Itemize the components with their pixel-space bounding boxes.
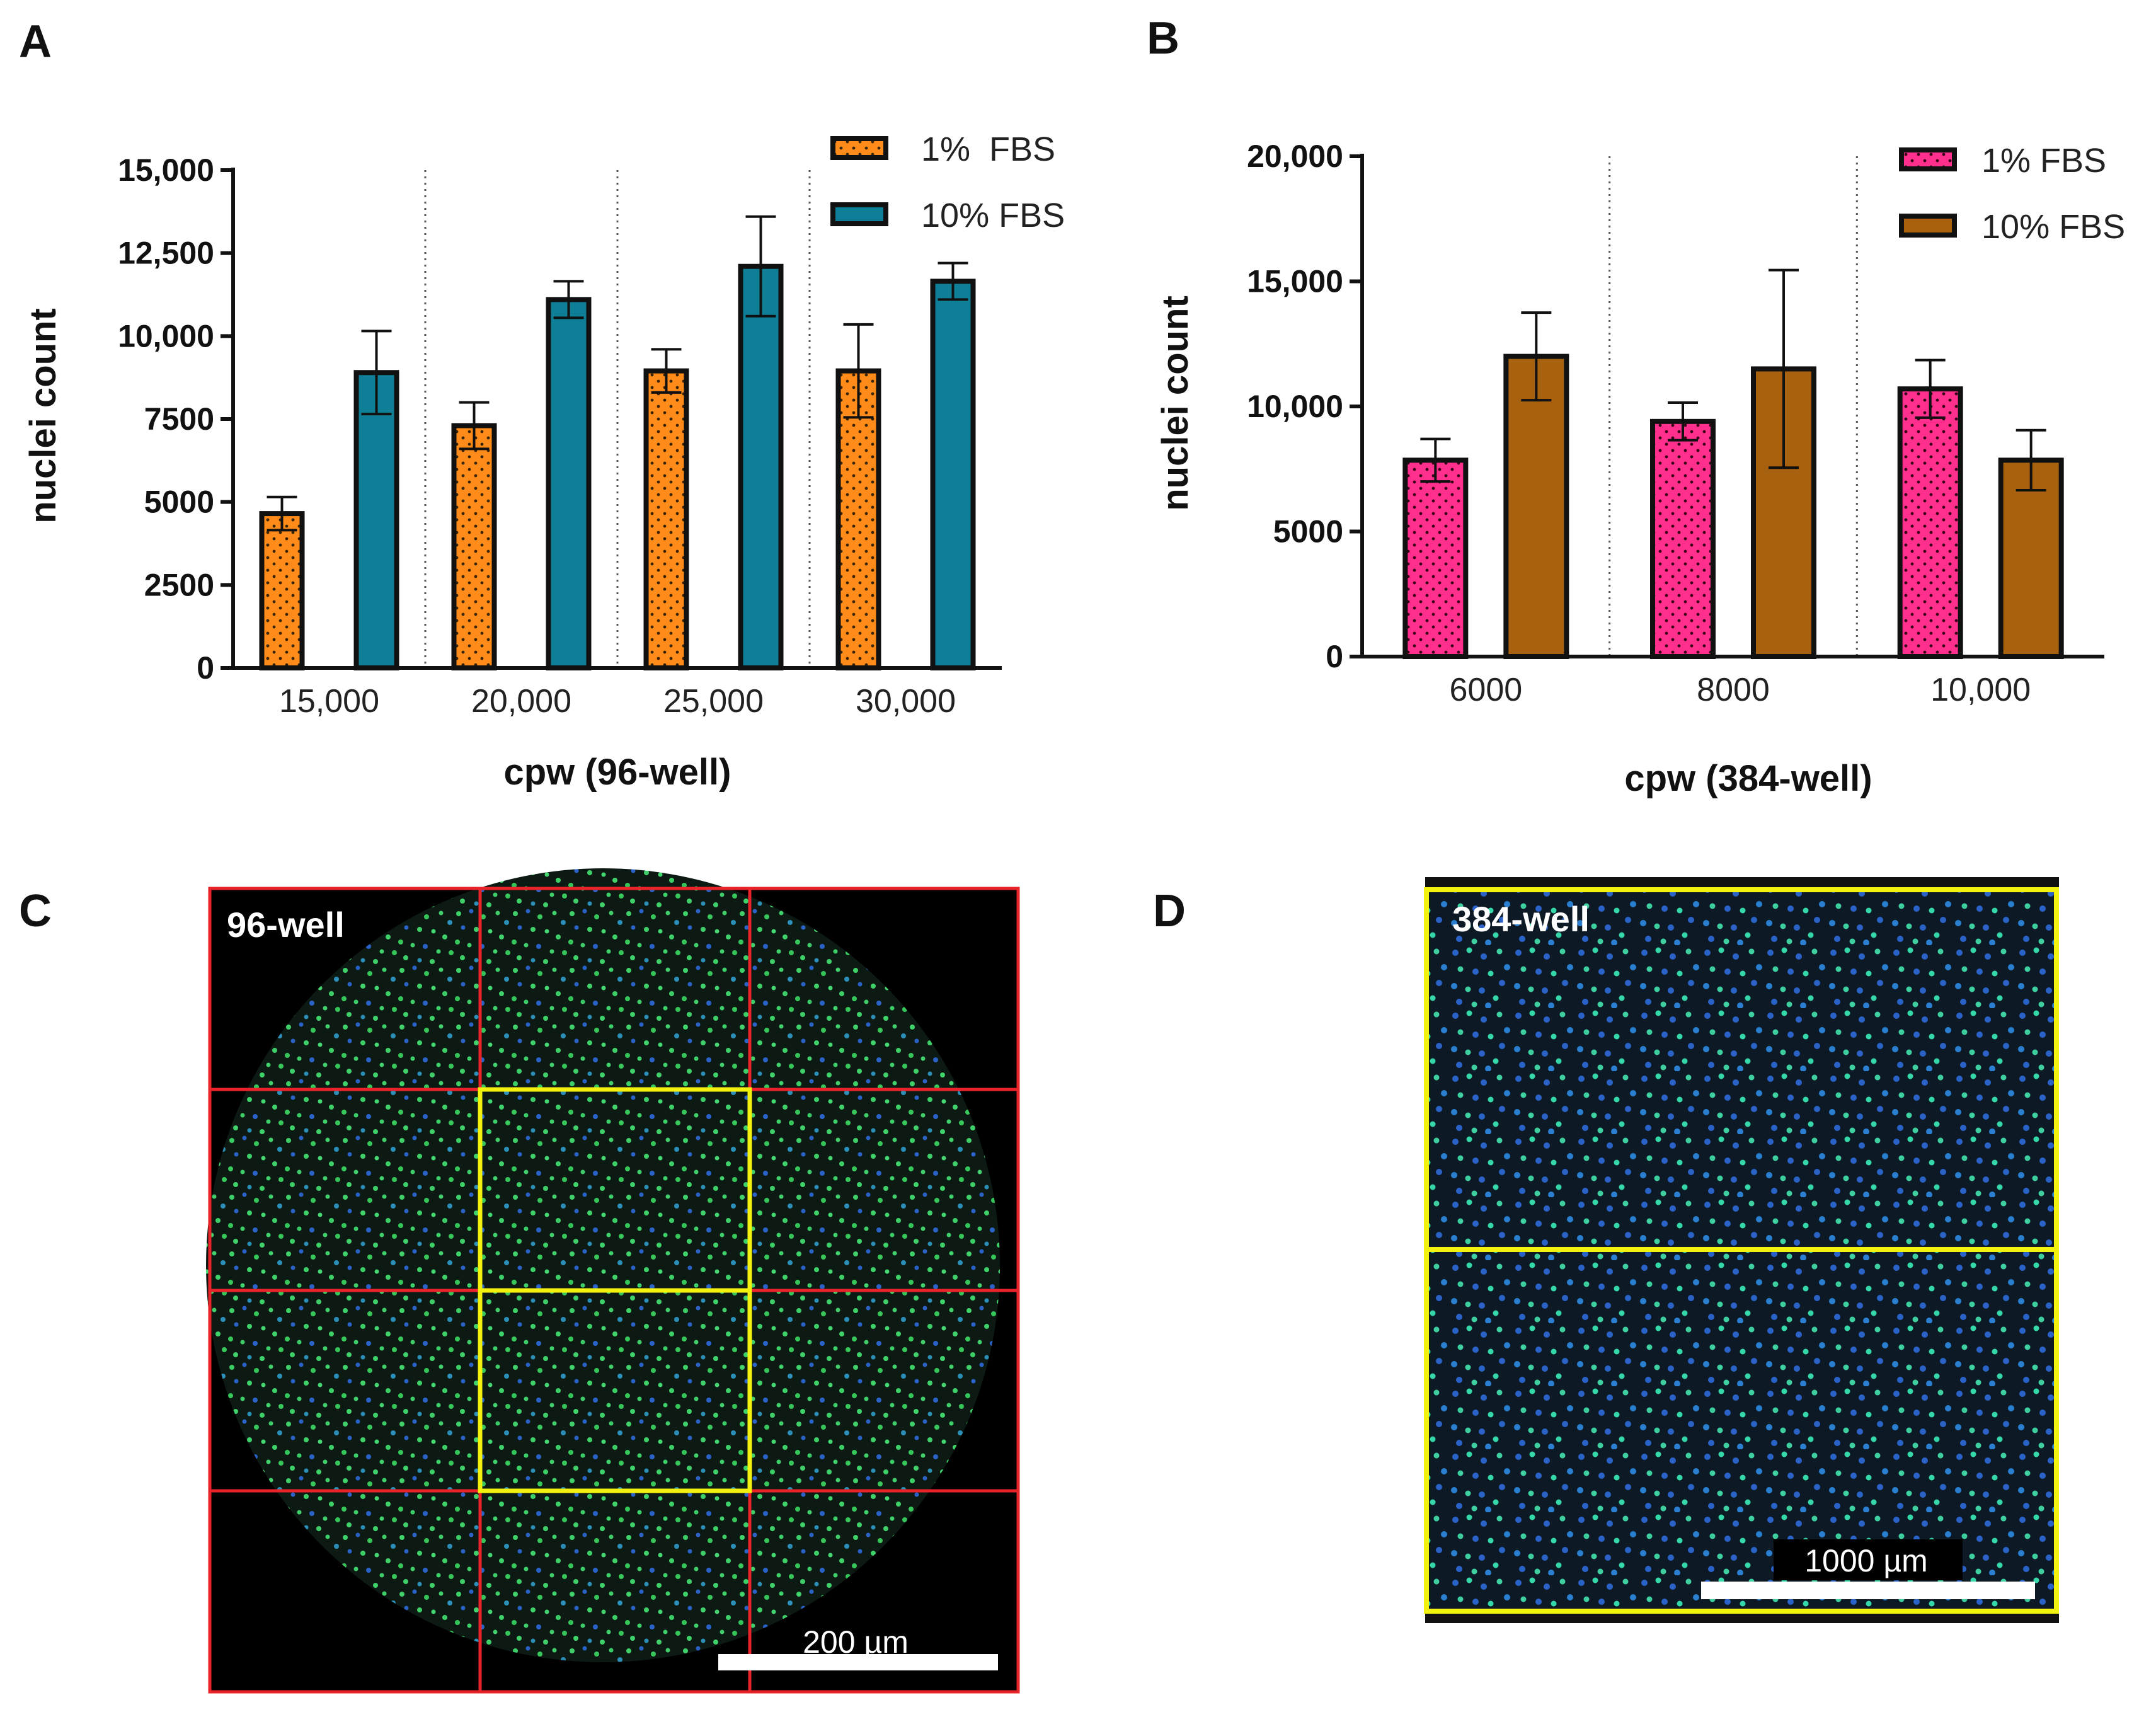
x-tick-label: 6000 xyxy=(1449,672,1522,708)
bar-1pct-0 xyxy=(1402,457,1469,659)
roi-96-yellow xyxy=(478,1087,752,1493)
chart-b: nuclei count cpw (384-well) 1% FBS 10% F… xyxy=(1155,139,2125,799)
panel-letter-d: D xyxy=(1153,886,1186,936)
chart-b-xlabel: cpw (384-well) xyxy=(1624,758,1872,799)
x-tick-label: 20,000 xyxy=(471,683,571,720)
scale-bar-1000um xyxy=(1701,1582,2035,1599)
legend-b-swatch-10pct xyxy=(1899,214,1957,238)
image-384-well: 384-well 1000 µm xyxy=(1424,877,2059,1623)
y-tick-label: 0 xyxy=(1326,639,1343,674)
scale-bar-200um-label: 200 µm xyxy=(803,1624,909,1660)
y-tick-label: 15,000 xyxy=(1247,264,1343,299)
legend-b-label-1pct: 1% FBS xyxy=(1981,142,2106,180)
y-tick-label: 10,000 xyxy=(118,318,214,353)
y-tick-label: 10,000 xyxy=(1247,389,1343,424)
bar-1pct-2 xyxy=(643,368,689,671)
chart-b-ylabel: nuclei count xyxy=(1155,296,1196,511)
y-tick-label: 12,500 xyxy=(118,236,214,271)
image-c-label: 96-well xyxy=(227,905,345,945)
legend-b-swatch-1pct xyxy=(1899,147,1957,171)
y-tick-label: 20,000 xyxy=(1247,139,1343,174)
image-d-top-band xyxy=(1425,877,2059,888)
chart-a-ylabel: nuclei count xyxy=(23,308,64,524)
roi-384-yellow xyxy=(1424,887,2059,1614)
legend-a-swatch-1pct xyxy=(830,136,888,160)
well-96-nuclei xyxy=(206,868,1000,1662)
legend-b-label-10pct: 10% FBS xyxy=(1981,208,2125,246)
legend-a-label-1pct: 1% FBS xyxy=(921,130,1055,168)
panel-letter-a: A xyxy=(19,16,52,67)
bar-1pct-1 xyxy=(451,423,497,670)
legend-a-swatch-10pct xyxy=(830,202,888,226)
scale-bar-200um xyxy=(718,1654,998,1670)
bar-1pct-1 xyxy=(1650,418,1716,659)
scale-bar-1000um-label: 1000 µm xyxy=(1804,1543,1928,1578)
y-tick-label: 7500 xyxy=(144,401,214,437)
chart-a: nuclei count cpw (96-well) 1% FBS 10% FB… xyxy=(23,130,1065,793)
x-tick-label: 10,000 xyxy=(1930,672,2031,708)
image-d-bottom-band xyxy=(1425,1612,2059,1623)
bar-10pct-1 xyxy=(546,297,592,670)
y-tick-label: 0 xyxy=(197,650,214,686)
y-tick-label: 5000 xyxy=(144,485,214,520)
image-96-well: 96-well 200 µm xyxy=(206,868,1020,1694)
panel-letter-b: B xyxy=(1147,13,1179,64)
scale-bar-1000um-label-bg xyxy=(1774,1539,1963,1580)
bar-1pct-2 xyxy=(1897,386,1963,660)
legend-a-label-10pct: 10% FBS xyxy=(921,197,1065,234)
bar-10pct-0 xyxy=(353,370,399,670)
chart-a-xlabel: cpw (96-well) xyxy=(504,752,731,793)
bar-1pct-3 xyxy=(835,368,881,671)
roi-box-2 xyxy=(478,1288,752,1493)
image-d-label: 384-well xyxy=(1452,899,1590,939)
y-tick-label: 5000 xyxy=(1273,514,1343,549)
bar-10pct-3 xyxy=(930,279,976,670)
y-tick-label: 2500 xyxy=(144,567,214,602)
bar-10pct-2 xyxy=(738,263,784,670)
x-tick-label: 15,000 xyxy=(279,683,379,720)
x-tick-label: 8000 xyxy=(1697,672,1770,708)
bar-1pct-0 xyxy=(259,511,305,670)
y-tick-label: 15,000 xyxy=(118,152,214,188)
bar-10pct-2 xyxy=(1998,457,2064,659)
x-tick-label: 30,000 xyxy=(856,683,956,720)
panel-letter-c: C xyxy=(19,886,52,936)
x-tick-label: 25,000 xyxy=(663,683,764,720)
